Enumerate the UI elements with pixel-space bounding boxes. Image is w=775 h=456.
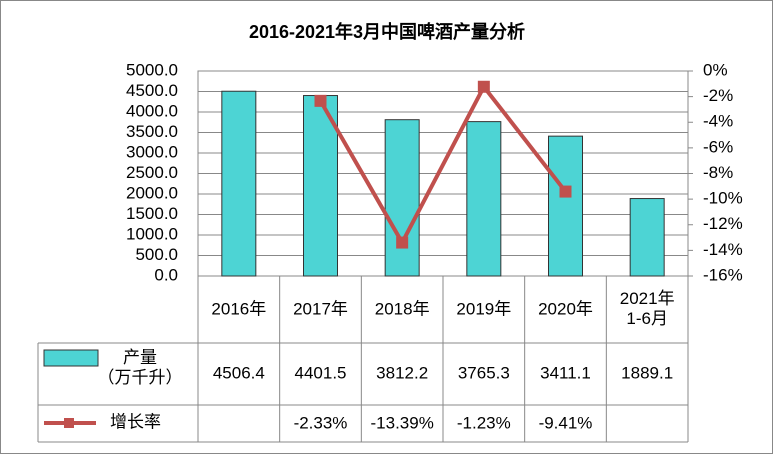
line-marker — [477, 80, 490, 93]
y-tick-label: 500.0 — [135, 245, 178, 264]
legend-marker — [64, 418, 74, 428]
table-value: 3812.2 — [376, 363, 428, 382]
line-marker — [559, 185, 572, 198]
table-value: 3411.1 — [540, 363, 591, 382]
table-value: 4506.4 — [213, 363, 265, 382]
legend-label: 产量（万千升） — [98, 348, 183, 387]
y-tick-label: 4500.0 — [126, 81, 178, 100]
x-tick-label: 2018年 — [375, 299, 430, 318]
x-tick-label: 2021年 1-6月 — [620, 289, 675, 328]
bar — [221, 90, 257, 277]
y-tick-label: 5000.0 — [126, 60, 178, 79]
bar — [629, 198, 665, 277]
table-value: -2.33% — [294, 413, 348, 432]
y-tick-label: 2500.0 — [126, 163, 178, 182]
y2-tick-label: -16% — [703, 265, 743, 284]
table-value: 3765.3 — [458, 363, 510, 382]
y-tick-label: 1000.0 — [126, 224, 178, 243]
table-value: -1.23% — [457, 413, 511, 432]
y-tick-label: 3500.0 — [126, 122, 178, 141]
table-value: 1889.1 — [621, 363, 673, 382]
y-tick-label: 1500.0 — [126, 204, 178, 223]
bar — [548, 135, 583, 277]
y2-tick-label: -6% — [703, 137, 733, 156]
y-tick-label: 4000.0 — [126, 101, 178, 120]
y-tick-label: 2000.0 — [126, 183, 178, 202]
x-tick-label: 2019年 — [456, 299, 511, 318]
y2-tick-label: -8% — [703, 163, 733, 182]
y2-tick-label: -12% — [703, 214, 743, 233]
y2-tick-label: -10% — [703, 189, 743, 208]
y-tick-label: 0.0 — [154, 265, 178, 284]
y2-tick-label: -2% — [703, 86, 733, 105]
x-tick-label: 2016年 — [211, 299, 266, 318]
x-tick-label: 2017年 — [293, 299, 348, 318]
line-marker — [396, 236, 409, 249]
y2-tick-label: -4% — [703, 112, 733, 131]
y2-tick-label: -14% — [703, 240, 743, 259]
legend-label: 增长率 — [110, 412, 161, 431]
bar — [384, 119, 420, 277]
line — [318, 83, 568, 247]
line-marker — [314, 94, 327, 107]
legend-swatch — [43, 349, 99, 367]
table-value: -13.39% — [371, 413, 434, 432]
y-tick-label: 3000.0 — [126, 142, 178, 161]
table-value: -9.41% — [539, 413, 593, 432]
bar — [466, 121, 502, 277]
chart-title: 2016-2021年3月中国啤酒产量分析 — [249, 21, 525, 42]
table-value: 4401.5 — [295, 363, 347, 382]
x-tick-label: 2020年 — [538, 299, 593, 318]
y2-tick-label: 0% — [703, 60, 728, 79]
